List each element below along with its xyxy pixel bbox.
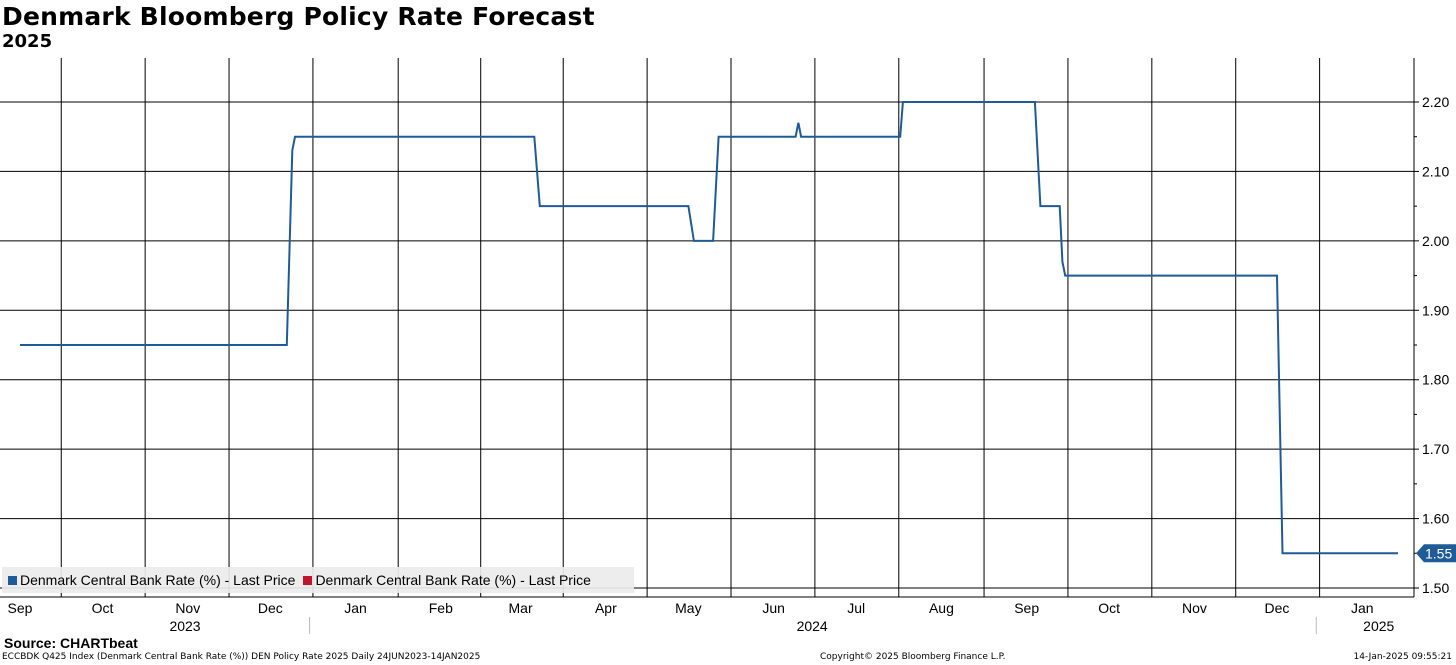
x-tick-label: Jun (762, 600, 785, 616)
x-tick-label: Jan (344, 600, 367, 616)
x-tick-label: Dec (258, 600, 283, 616)
y-tick-label: 1.50 (1422, 580, 1449, 596)
x-tick-label: Oct (1098, 600, 1120, 616)
year-label: 2023 (169, 618, 200, 634)
x-tick-label: Oct (92, 600, 114, 616)
x-tick-label: Sep (8, 600, 33, 616)
legend-label-2: Denmark Central Bank Rate (%) - Last Pri… (315, 572, 591, 588)
last-value-tag-shape (1416, 544, 1456, 563)
y-tick-label: 2.10 (1422, 163, 1449, 179)
x-tick-label: Apr (595, 600, 617, 616)
x-tick-label: Nov (1182, 600, 1207, 616)
x-tick-label: Aug (929, 600, 954, 616)
y-tick-label: 1.70 (1422, 441, 1449, 457)
y-tick-label: 2.00 (1422, 233, 1449, 249)
chart-title: Denmark Bloomberg Policy Rate Forecast (2, 2, 595, 31)
x-tick-label: Jan (1351, 600, 1374, 616)
legend-swatch-2 (303, 575, 313, 585)
y-tick-label: 1.60 (1422, 511, 1449, 527)
last-value-tag: 1.55 (1416, 544, 1456, 563)
legend-item-1: Denmark Central Bank Rate (%) - Last Pri… (8, 572, 295, 588)
last-value-label: 1.55 (1425, 545, 1452, 561)
footer-timestamp: 14-Jan-2025 09:55:21 (1353, 652, 1452, 662)
source-note: Source: CHARTbeat (4, 635, 138, 651)
footer-ticker-info: ECCBDK Q425 Index (Denmark Central Bank … (2, 652, 481, 662)
x-tick-label: Feb (429, 600, 453, 616)
x-tick-label: Mar (509, 600, 533, 616)
legend-item-2: Denmark Central Bank Rate (%) - Last Pri… (303, 572, 591, 588)
y-tick-label: 1.90 (1422, 302, 1449, 318)
x-tick-label: Sep (1014, 600, 1039, 616)
chart-subtitle: 2025 (2, 31, 53, 52)
x-tick-label: May (675, 600, 701, 616)
x-tick-label: Dec (1265, 600, 1290, 616)
chart-legend: Denmark Central Bank Rate (%) - Last Pri… (2, 567, 634, 593)
y-tick-label: 2.20 (1422, 94, 1449, 110)
year-label: 2024 (797, 618, 828, 634)
y-tick-label: 1.80 (1422, 372, 1449, 388)
x-tick-label: Jul (847, 600, 865, 616)
legend-swatch-1 (8, 575, 17, 585)
year-label: 2025 (1363, 618, 1394, 634)
x-tick-label: Nov (175, 600, 200, 616)
footer-copyright: Copyright© 2025 Bloomberg Finance L.P. (820, 652, 1006, 662)
legend-label-1: Denmark Central Bank Rate (%) - Last Pri… (20, 572, 296, 588)
series-line (20, 101, 1398, 555)
